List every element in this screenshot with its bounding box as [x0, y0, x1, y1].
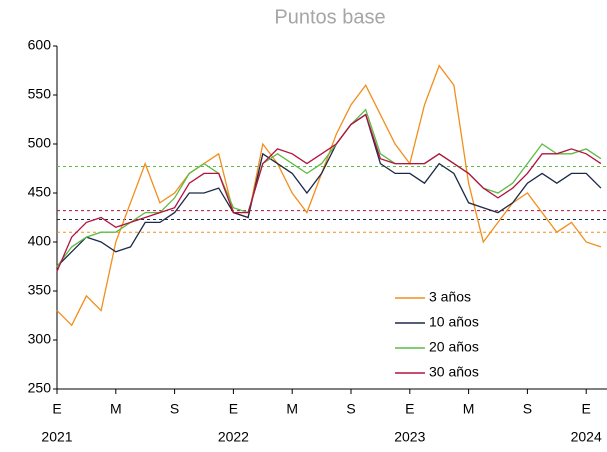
legend-label: 30 años	[429, 364, 479, 380]
year-label: 2021	[41, 429, 72, 445]
x-tick-label: S	[170, 401, 179, 417]
legend-label: 3 años	[429, 289, 471, 305]
series-line	[56, 108, 602, 267]
x-tick-label: E	[52, 401, 61, 417]
chart-subtitle: Puntos base	[274, 6, 385, 28]
y-tick-label: 350	[28, 282, 52, 298]
x-tick-label: M	[463, 401, 475, 417]
series-line	[56, 64, 602, 327]
x-tick-label: M	[110, 401, 122, 417]
y-tick-label: 300	[28, 331, 52, 347]
year-label: 2024	[571, 429, 602, 445]
x-tick-label: S	[346, 401, 355, 417]
y-tick-label: 450	[28, 184, 52, 200]
year-label: 2022	[218, 429, 249, 445]
x-tick-label: E	[582, 401, 591, 417]
legend-label: 10 años	[429, 314, 479, 330]
series-line	[56, 113, 602, 267]
x-tick-label: M	[286, 401, 298, 417]
x-tick-label: E	[229, 401, 238, 417]
y-tick-label: 400	[28, 233, 52, 249]
series-line	[56, 113, 602, 272]
year-label: 2023	[394, 429, 425, 445]
y-tick-label: 250	[28, 380, 52, 396]
x-tick-label: E	[405, 401, 414, 417]
legend-label: 20 años	[429, 339, 479, 355]
y-tick-label: 600	[28, 37, 52, 53]
y-tick-label: 550	[28, 86, 52, 102]
y-tick-label: 500	[28, 135, 52, 151]
x-tick-label: S	[523, 401, 532, 417]
